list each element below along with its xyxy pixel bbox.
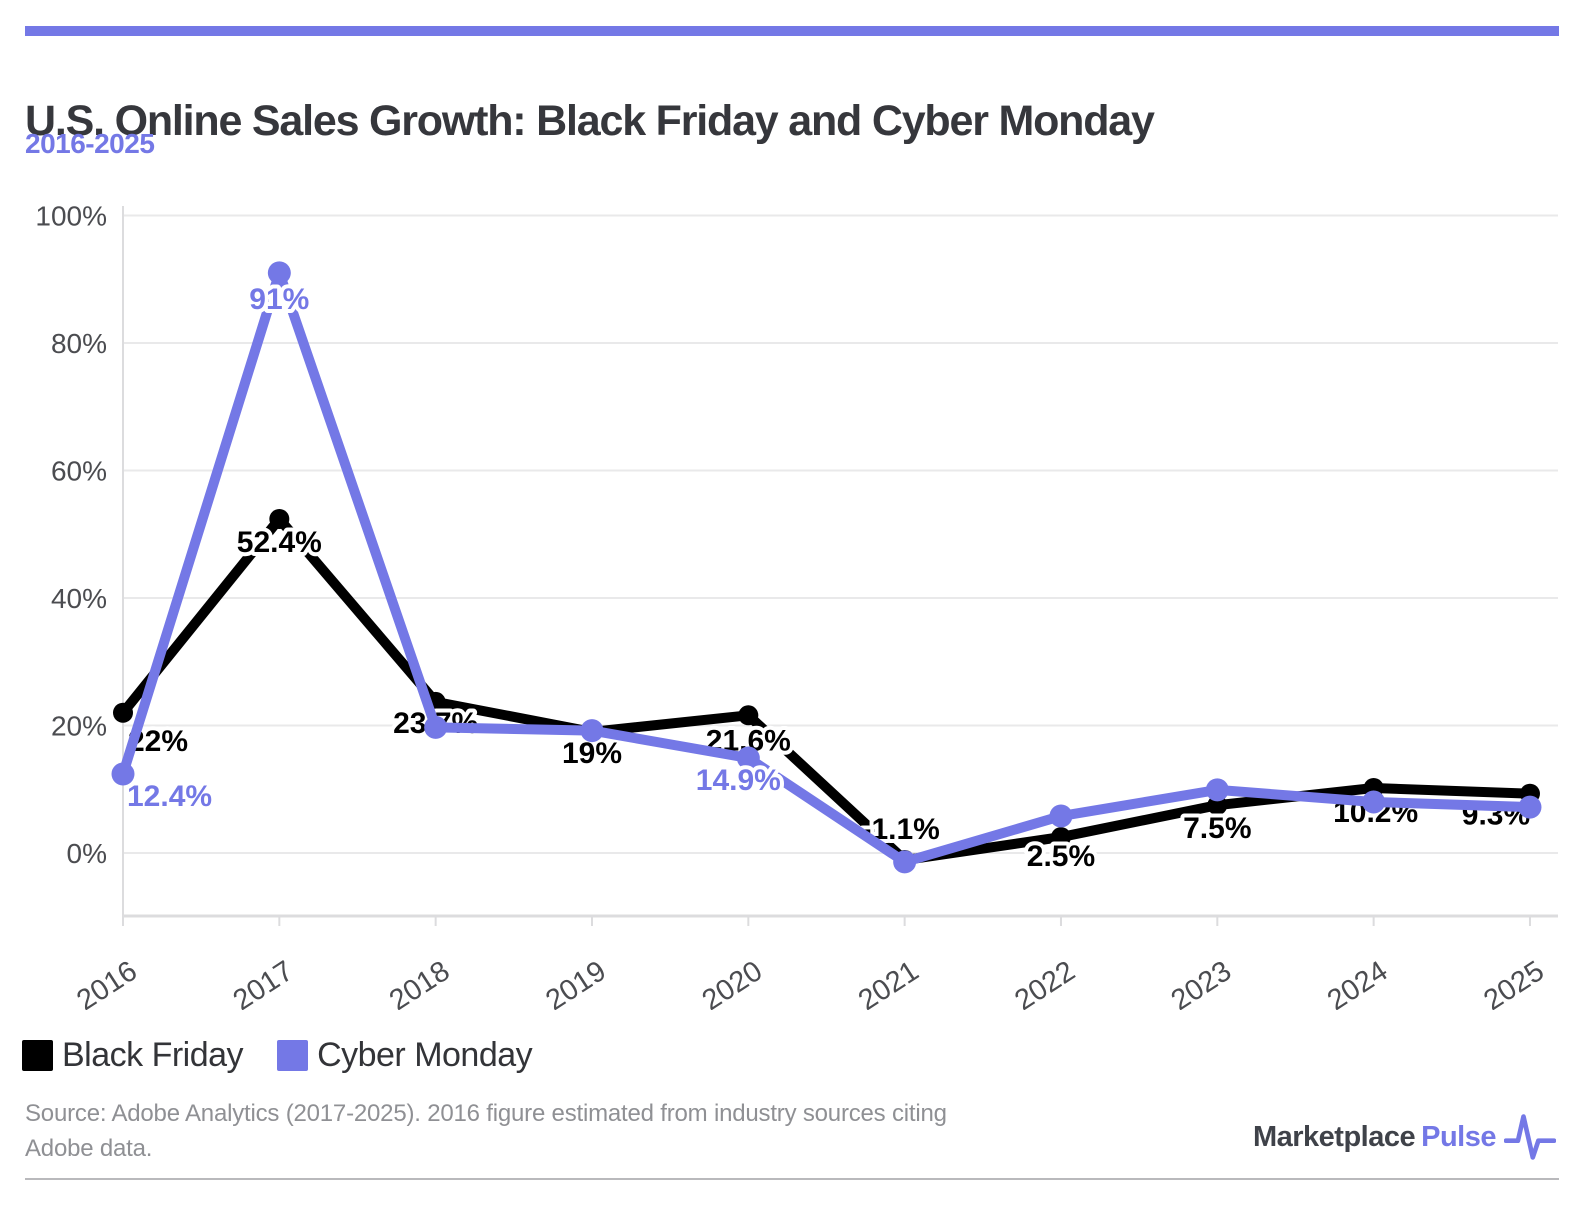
y-tick-label: 100%	[35, 201, 107, 232]
data-point-label: 12.4%	[127, 780, 212, 813]
x-tick-label: 2016	[71, 955, 143, 1010]
legend-label-cyber-monday: Cyber Monday	[317, 1036, 533, 1074]
series-line	[118, 267, 1535, 867]
source-line-2: Adobe data.	[25, 1135, 153, 1162]
brand-logo: Marketplace Pulse	[1253, 1112, 1556, 1162]
data-point	[1518, 795, 1542, 819]
page-title: U.S. Online Sales Growth: Black Friday a…	[25, 96, 1155, 145]
line-chart: 0% 20% 40% 60% 80% 100% 2016 2017 2018 2019 2020 20…	[35, 201, 1558, 1010]
x-tick-label: 2025	[1478, 955, 1550, 1010]
footer-divider	[25, 1178, 1559, 1180]
y-tick-label: 20%	[51, 711, 107, 742]
page-subtitle: 2016-2025	[25, 128, 155, 159]
data-point-label: 91%	[249, 283, 309, 316]
data-point	[267, 261, 291, 285]
x-tick-label: 2020	[697, 955, 769, 1010]
legend-swatch-black-friday	[22, 1040, 53, 1071]
y-tick-label: 60%	[51, 456, 107, 487]
y-tick-label: 40%	[51, 583, 107, 614]
data-point-label: 52.4%	[237, 526, 322, 559]
x-tick-label: 2017	[228, 955, 300, 1010]
data-point	[111, 762, 135, 786]
legend-swatch-cyber-monday	[277, 1040, 309, 1071]
brand-name-pulse: Pulse	[1421, 1120, 1496, 1153]
data-point	[113, 702, 133, 723]
data-point	[269, 508, 290, 529]
x-tick-label: 2022	[1009, 955, 1081, 1010]
legend-label-black-friday: Black Friday	[62, 1036, 244, 1074]
data-point	[424, 715, 448, 739]
data-point	[1362, 790, 1386, 814]
data-point	[1205, 778, 1229, 802]
pulse-icon	[1504, 1114, 1556, 1160]
data-point-label: 14.9%	[696, 764, 781, 797]
data-point-label: 7.5%	[1183, 812, 1251, 845]
series-black-friday: 22%52.4%23.7%19%21.6%-1.1%2.5%7.5%10.2%9…	[113, 508, 1540, 877]
chart-legend: Black Friday Cyber Monday	[22, 1036, 533, 1075]
x-tick-label: 2021	[853, 955, 925, 1010]
data-point-label: -1.1%	[861, 813, 939, 846]
data-point-label: 2.5%	[1027, 840, 1095, 873]
source-line-1: Source: Adobe Analytics (2017-2025). 201…	[25, 1100, 947, 1127]
data-point	[580, 719, 604, 743]
legend-item-cyber-monday: Cyber Monday	[277, 1036, 533, 1075]
data-point	[893, 850, 917, 874]
y-tick-label: 0%	[67, 838, 107, 869]
brand-name-marketplace: Marketplace	[1252, 1120, 1416, 1153]
source-note: Source: Adobe Analytics (2017-2025). 201…	[25, 1096, 1025, 1166]
x-tick-label: 2018	[384, 955, 456, 1010]
x-tick-label: 2019	[540, 955, 612, 1010]
data-point	[736, 746, 760, 770]
series-cyber-monday: 12.4% 91% 14.9%	[111, 261, 1542, 874]
x-tick-label: 2024	[1322, 955, 1394, 1010]
x-tick-label: 2023	[1166, 955, 1238, 1010]
data-point	[1049, 804, 1073, 828]
data-point	[1050, 827, 1071, 848]
accent-bar	[25, 26, 1559, 36]
legend-item-black-friday: Black Friday	[22, 1036, 244, 1075]
y-tick-label: 80%	[51, 328, 107, 359]
data-point	[738, 705, 759, 726]
